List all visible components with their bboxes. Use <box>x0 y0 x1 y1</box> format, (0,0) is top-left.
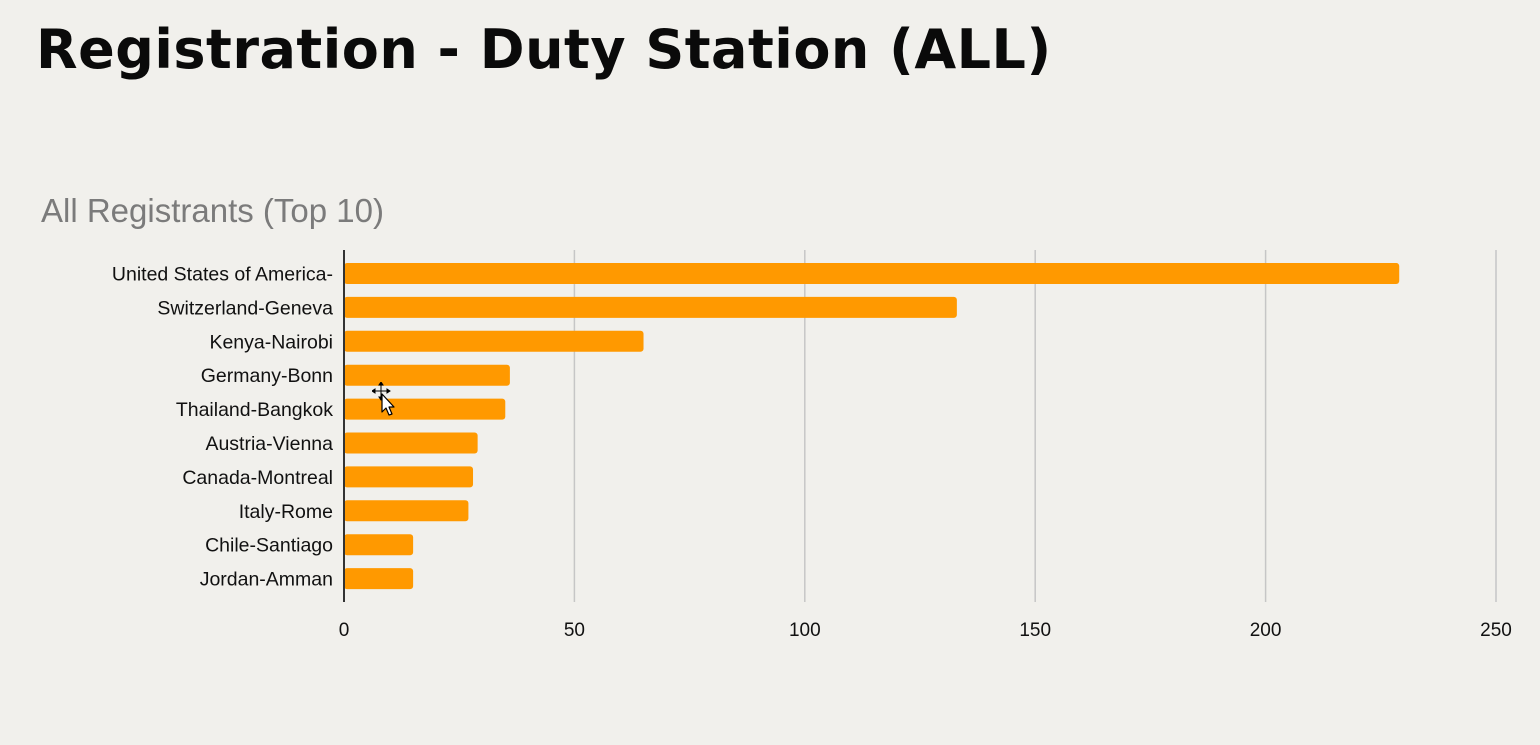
bars <box>344 263 1400 590</box>
category-label: Kenya-Nairobi <box>209 331 333 353</box>
category-label: United States of America- <box>112 264 333 286</box>
x-tick-labels: 0 50 100 150 200 250 <box>339 620 1512 641</box>
bar <box>344 263 1400 284</box>
slide-title: Registration - Duty Station (ALL) <box>36 18 1052 81</box>
category-label: Germany-Bonn <box>201 365 333 387</box>
category-label: Jordan-Amman <box>200 569 333 591</box>
category-label: Austria-Vienna <box>205 433 333 455</box>
bar <box>344 432 478 454</box>
category-label: Italy-Rome <box>239 501 333 523</box>
x-tick-label: 150 <box>1019 620 1051 641</box>
x-tick-label: 200 <box>1250 620 1282 641</box>
x-tick-label: 0 <box>339 620 350 641</box>
bar <box>344 398 506 420</box>
mouse-pointer-icon <box>372 382 395 416</box>
category-label: Chile-Santiago <box>205 535 333 557</box>
bar <box>344 466 474 488</box>
bar <box>344 364 510 386</box>
chart-title: All Registrants (Top 10) <box>41 192 384 229</box>
bar <box>344 330 644 352</box>
bar <box>344 500 469 522</box>
bar <box>344 568 414 590</box>
x-tick-label: 100 <box>789 620 821 641</box>
category-label: Canada-Montreal <box>182 467 333 489</box>
x-tick-label: 250 <box>1480 620 1512 641</box>
bar <box>344 534 414 556</box>
x-tick-label: 50 <box>564 620 585 641</box>
bar <box>344 296 957 318</box>
category-label: Switzerland-Geneva <box>157 297 333 319</box>
category-label: Thailand-Bangkok <box>176 399 333 421</box>
category-labels: United States of America- Switzerland-Gen… <box>112 264 333 591</box>
